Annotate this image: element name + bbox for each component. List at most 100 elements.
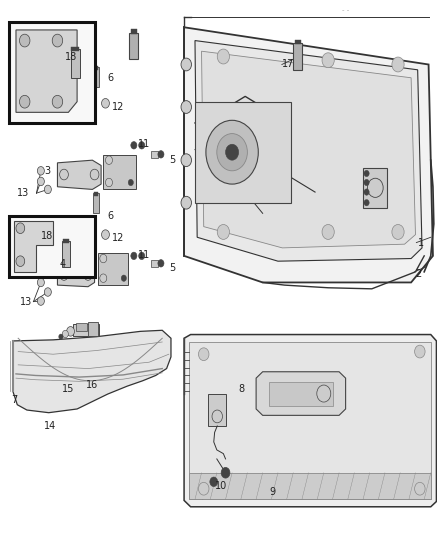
Bar xyxy=(269,382,332,406)
Text: 6: 6 xyxy=(108,211,114,221)
Circle shape xyxy=(364,170,369,176)
Circle shape xyxy=(106,156,113,165)
Circle shape xyxy=(67,327,74,336)
Circle shape xyxy=(181,101,191,114)
Polygon shape xyxy=(13,330,171,413)
Circle shape xyxy=(364,199,369,206)
Circle shape xyxy=(37,297,44,305)
Text: 18: 18 xyxy=(41,231,53,241)
Circle shape xyxy=(60,169,68,180)
Circle shape xyxy=(106,178,113,187)
Polygon shape xyxy=(201,51,416,248)
Bar xyxy=(9,216,95,277)
Bar xyxy=(76,323,87,332)
Text: 18: 18 xyxy=(65,52,78,61)
Bar xyxy=(130,33,138,59)
Circle shape xyxy=(60,271,68,280)
Circle shape xyxy=(44,185,51,193)
Circle shape xyxy=(322,224,334,239)
Text: 13: 13 xyxy=(17,188,29,198)
Circle shape xyxy=(158,260,164,267)
Bar xyxy=(93,193,99,213)
Text: 6: 6 xyxy=(108,73,114,83)
Text: - -: - - xyxy=(342,7,349,13)
Text: 9: 9 xyxy=(269,488,276,497)
Circle shape xyxy=(392,224,404,239)
Circle shape xyxy=(37,166,44,175)
Text: 4: 4 xyxy=(60,259,66,269)
Text: 8: 8 xyxy=(239,384,245,394)
Text: 16: 16 xyxy=(86,379,98,390)
Bar xyxy=(98,253,128,285)
Text: 11: 11 xyxy=(138,250,151,260)
Circle shape xyxy=(44,288,51,296)
Text: 12: 12 xyxy=(112,102,124,112)
Bar xyxy=(195,102,291,203)
Circle shape xyxy=(19,34,30,47)
Bar xyxy=(88,322,98,336)
Polygon shape xyxy=(184,27,433,282)
Polygon shape xyxy=(256,372,346,415)
Circle shape xyxy=(198,482,209,495)
Bar xyxy=(94,192,99,196)
Bar xyxy=(103,155,136,189)
Circle shape xyxy=(415,482,425,495)
Circle shape xyxy=(128,179,134,185)
Circle shape xyxy=(102,99,110,108)
Text: 14: 14 xyxy=(44,421,57,431)
Circle shape xyxy=(37,177,44,185)
Circle shape xyxy=(52,95,63,108)
Text: 10: 10 xyxy=(215,481,227,490)
Polygon shape xyxy=(195,41,422,261)
Bar xyxy=(189,473,431,499)
Bar xyxy=(9,22,95,123)
Circle shape xyxy=(198,348,209,361)
Circle shape xyxy=(62,330,68,338)
Circle shape xyxy=(317,385,331,402)
Circle shape xyxy=(181,196,191,209)
Text: 5: 5 xyxy=(169,263,175,272)
Bar xyxy=(151,151,158,158)
Circle shape xyxy=(364,179,369,185)
Polygon shape xyxy=(184,335,436,507)
Bar xyxy=(363,168,387,208)
Circle shape xyxy=(364,189,369,195)
Bar xyxy=(71,49,80,78)
Circle shape xyxy=(37,278,44,287)
Circle shape xyxy=(100,254,107,263)
Bar xyxy=(208,394,226,426)
Circle shape xyxy=(121,275,127,281)
Bar xyxy=(293,43,302,70)
Circle shape xyxy=(322,53,334,68)
Polygon shape xyxy=(57,160,101,189)
Bar xyxy=(93,67,99,87)
Text: 17: 17 xyxy=(283,60,295,69)
Text: 3: 3 xyxy=(44,166,50,176)
Circle shape xyxy=(90,169,99,180)
Circle shape xyxy=(392,57,404,72)
Polygon shape xyxy=(189,342,431,499)
Circle shape xyxy=(212,410,223,423)
Text: 13: 13 xyxy=(20,296,32,306)
Circle shape xyxy=(100,274,107,282)
Circle shape xyxy=(52,34,63,47)
Circle shape xyxy=(131,252,137,260)
Circle shape xyxy=(367,178,383,197)
Polygon shape xyxy=(57,264,95,287)
Bar xyxy=(62,241,70,266)
Circle shape xyxy=(131,142,137,149)
Bar xyxy=(151,260,158,266)
Circle shape xyxy=(139,142,145,149)
Circle shape xyxy=(59,334,63,340)
Bar xyxy=(294,40,300,44)
Circle shape xyxy=(16,223,25,233)
Text: 15: 15 xyxy=(62,384,74,394)
Circle shape xyxy=(16,256,25,266)
Text: 12: 12 xyxy=(112,233,124,244)
Circle shape xyxy=(217,49,230,64)
Circle shape xyxy=(139,252,145,260)
Circle shape xyxy=(158,151,164,158)
Bar xyxy=(94,66,99,70)
Text: 5: 5 xyxy=(169,155,175,165)
Circle shape xyxy=(415,345,425,358)
